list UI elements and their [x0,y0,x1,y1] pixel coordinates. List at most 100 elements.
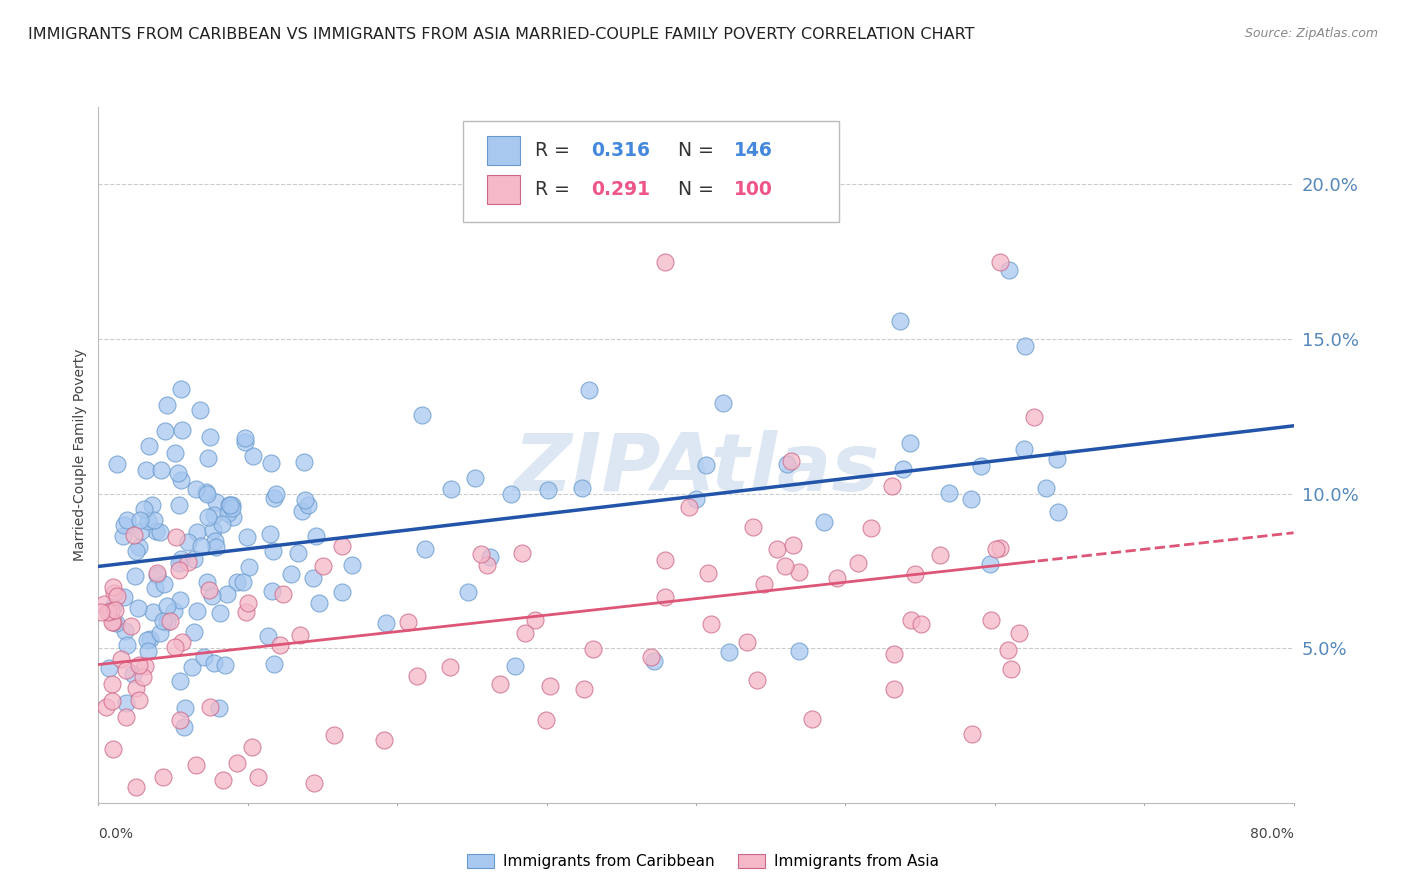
Point [747,673,769,687]
Point [980,613,1002,627]
Point [183,552,205,566]
Point [170,423,193,437]
Point [105,616,128,631]
Point [138,439,160,453]
Text: R =: R = [534,141,575,161]
Point [115,663,138,677]
Point [93,597,115,611]
Point [297,498,319,512]
Point [308,596,330,610]
Point [170,473,193,487]
Point [101,676,124,690]
Point [470,547,492,561]
Point [247,770,270,784]
Point [198,429,221,443]
Point [202,523,225,537]
Point [1014,338,1036,352]
Point [142,605,165,619]
Point [167,562,190,576]
Point [997,643,1019,657]
Point [263,491,285,505]
Point [128,540,150,554]
Point [780,454,803,468]
Text: ZIPAtlas: ZIPAtlas [513,430,879,508]
Point [259,456,281,470]
Point [152,770,174,784]
Point [305,529,328,543]
Point [883,681,905,696]
Point [193,649,215,664]
Point [141,498,163,512]
Point [242,739,264,754]
Point [197,451,219,466]
Point [413,541,436,556]
Point [136,644,159,658]
Point [181,659,204,673]
Point [697,566,720,581]
Point [197,575,219,590]
Point [208,606,231,620]
Point [114,624,136,639]
Point [986,542,1008,557]
Point [789,565,811,579]
Point [125,780,148,795]
Point [752,577,775,591]
Point [163,604,186,618]
Text: IMMIGRANTS FROM CARIBBEAN VS IMMIGRANTS FROM ASIA MARRIED-COUPLE FAMILY POVERTY : IMMIGRANTS FROM CARIBBEAN VS IMMIGRANTS … [28,27,974,42]
Point [198,582,221,597]
Point [101,600,124,615]
Point [148,524,170,539]
Point [489,677,512,691]
FancyBboxPatch shape [463,121,839,222]
Point [195,486,218,500]
Point [654,254,676,268]
Point [1022,410,1045,425]
Point [100,615,122,630]
Point [205,540,228,554]
Point [129,524,152,538]
Point [183,625,205,640]
Point [100,603,122,617]
Point [312,559,335,574]
Point [165,529,187,543]
Point [654,553,676,567]
Point [782,538,804,552]
Point [236,596,259,610]
Point [101,694,124,708]
Point [200,700,222,714]
Text: N =: N = [678,141,720,161]
Point [153,577,176,591]
Point [166,466,188,480]
Point [294,493,316,508]
Point [889,313,911,327]
Point [117,513,139,527]
Point [136,514,159,528]
Point [979,557,1001,571]
Text: 146: 146 [734,141,773,161]
Point [217,587,239,601]
Point [574,681,596,696]
Point [134,502,156,516]
Point [742,520,765,534]
Point [163,640,186,654]
Point [988,254,1011,268]
Point [190,539,212,553]
Point [238,559,260,574]
Point [124,569,146,583]
Point [167,498,190,512]
Point [221,500,243,515]
Point [1046,452,1069,467]
Y-axis label: Married-Couple Family Poverty: Married-Couple Family Poverty [73,349,87,561]
Point [201,589,224,603]
Point [188,403,211,417]
Point [98,661,121,675]
Point [711,395,734,409]
Point [457,585,479,599]
Point [776,458,799,472]
Point [115,696,138,710]
Text: Source: ZipAtlas.com: Source: ZipAtlas.com [1244,27,1378,40]
Point [177,534,200,549]
Point [186,482,208,496]
Point [513,626,536,640]
Point [145,581,167,595]
